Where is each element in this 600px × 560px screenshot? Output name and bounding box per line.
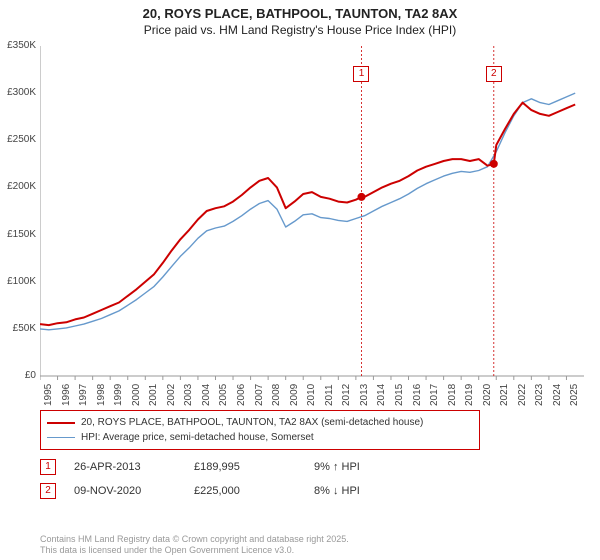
y-axis-tick-label: £300K	[0, 87, 36, 98]
x-axis-tick-label: 2006	[236, 384, 247, 406]
y-axis-tick-label: £350K	[0, 40, 36, 51]
x-axis-tick-label: 2022	[517, 384, 528, 406]
y-axis-tick-label: £0	[0, 370, 36, 381]
x-axis-tick-label: 2001	[148, 384, 159, 406]
legend-label: 20, ROYS PLACE, BATHPOOL, TAUNTON, TA2 8…	[81, 417, 423, 428]
x-axis-tick-label: 2018	[447, 384, 458, 406]
y-axis-tick-label: £100K	[0, 276, 36, 287]
chart-container: 20, ROYS PLACE, BATHPOOL, TAUNTON, TA2 8…	[0, 0, 600, 560]
x-axis-tick-label: 2024	[552, 384, 563, 406]
chart-subtitle: Price paid vs. HM Land Registry's House …	[0, 23, 600, 37]
x-axis-tick-label: 2012	[341, 384, 352, 406]
sale-price: £225,000	[194, 485, 314, 497]
sale-hpi-delta: 9% ↑ HPI	[314, 461, 434, 473]
sale-date: 09-NOV-2020	[74, 485, 194, 497]
y-axis-tick-label: £50K	[0, 323, 36, 334]
x-axis-tick-label: 2000	[131, 384, 142, 406]
x-axis-tick-label: 2025	[569, 384, 580, 406]
sale-annotation-row: 1 26-APR-2013 £189,995 9% ↑ HPI	[40, 458, 580, 476]
plot-marker-badge: 2	[486, 66, 502, 82]
y-axis-tick-label: £250K	[0, 134, 36, 145]
x-axis-tick-label: 2007	[254, 384, 265, 406]
legend-item: HPI: Average price, semi-detached house,…	[47, 430, 473, 445]
line-chart-svg	[40, 42, 590, 400]
x-axis-tick-label: 2013	[359, 384, 370, 406]
plot-area: £0£50K£100K£150K£200K£250K£300K£350K1995…	[40, 42, 590, 400]
credit-text: Contains HM Land Registry data © Crown c…	[40, 534, 580, 556]
legend-item: 20, ROYS PLACE, BATHPOOL, TAUNTON, TA2 8…	[47, 415, 473, 430]
chart-legend: 20, ROYS PLACE, BATHPOOL, TAUNTON, TA2 8…	[40, 410, 480, 450]
x-axis-tick-label: 2019	[464, 384, 475, 406]
y-axis-tick-label: £150K	[0, 229, 36, 240]
x-axis-tick-label: 2009	[289, 384, 300, 406]
chart-titles: 20, ROYS PLACE, BATHPOOL, TAUNTON, TA2 8…	[0, 0, 600, 37]
x-axis-tick-label: 2011	[324, 384, 335, 406]
sale-annotation-row: 2 09-NOV-2020 £225,000 8% ↓ HPI	[40, 482, 580, 500]
x-axis-tick-label: 2015	[394, 384, 405, 406]
plot-marker-badge: 1	[353, 66, 369, 82]
y-axis-tick-label: £200K	[0, 181, 36, 192]
x-axis-tick-label: 1998	[96, 384, 107, 406]
credit-line: This data is licensed under the Open Gov…	[40, 545, 294, 555]
sale-price: £189,995	[194, 461, 314, 473]
sale-marker-badge: 1	[40, 459, 56, 475]
x-axis-tick-label: 2003	[183, 384, 194, 406]
credit-line: Contains HM Land Registry data © Crown c…	[40, 534, 349, 544]
x-axis-tick-label: 2008	[271, 384, 282, 406]
x-axis-tick-label: 1995	[43, 384, 54, 406]
legend-swatch-hpi	[47, 437, 75, 438]
x-axis-tick-label: 2004	[201, 384, 212, 406]
x-axis-tick-label: 2005	[218, 384, 229, 406]
x-axis-tick-label: 2002	[166, 384, 177, 406]
x-axis-tick-label: 2017	[429, 384, 440, 406]
x-axis-tick-label: 2010	[306, 384, 317, 406]
sale-hpi-delta: 8% ↓ HPI	[314, 485, 434, 497]
chart-title-address: 20, ROYS PLACE, BATHPOOL, TAUNTON, TA2 8…	[0, 6, 600, 21]
x-axis-tick-label: 2016	[412, 384, 423, 406]
sale-date: 26-APR-2013	[74, 461, 194, 473]
x-axis-tick-label: 1997	[78, 384, 89, 406]
legend-swatch-price-paid	[47, 422, 75, 424]
legend-label: HPI: Average price, semi-detached house,…	[81, 432, 314, 443]
x-axis-tick-label: 2021	[499, 384, 510, 406]
x-axis-tick-label: 1999	[113, 384, 124, 406]
x-axis-tick-label: 1996	[61, 384, 72, 406]
x-axis-tick-label: 2014	[376, 384, 387, 406]
x-axis-tick-label: 2023	[534, 384, 545, 406]
sale-marker-badge: 2	[40, 483, 56, 499]
x-axis-tick-label: 2020	[482, 384, 493, 406]
